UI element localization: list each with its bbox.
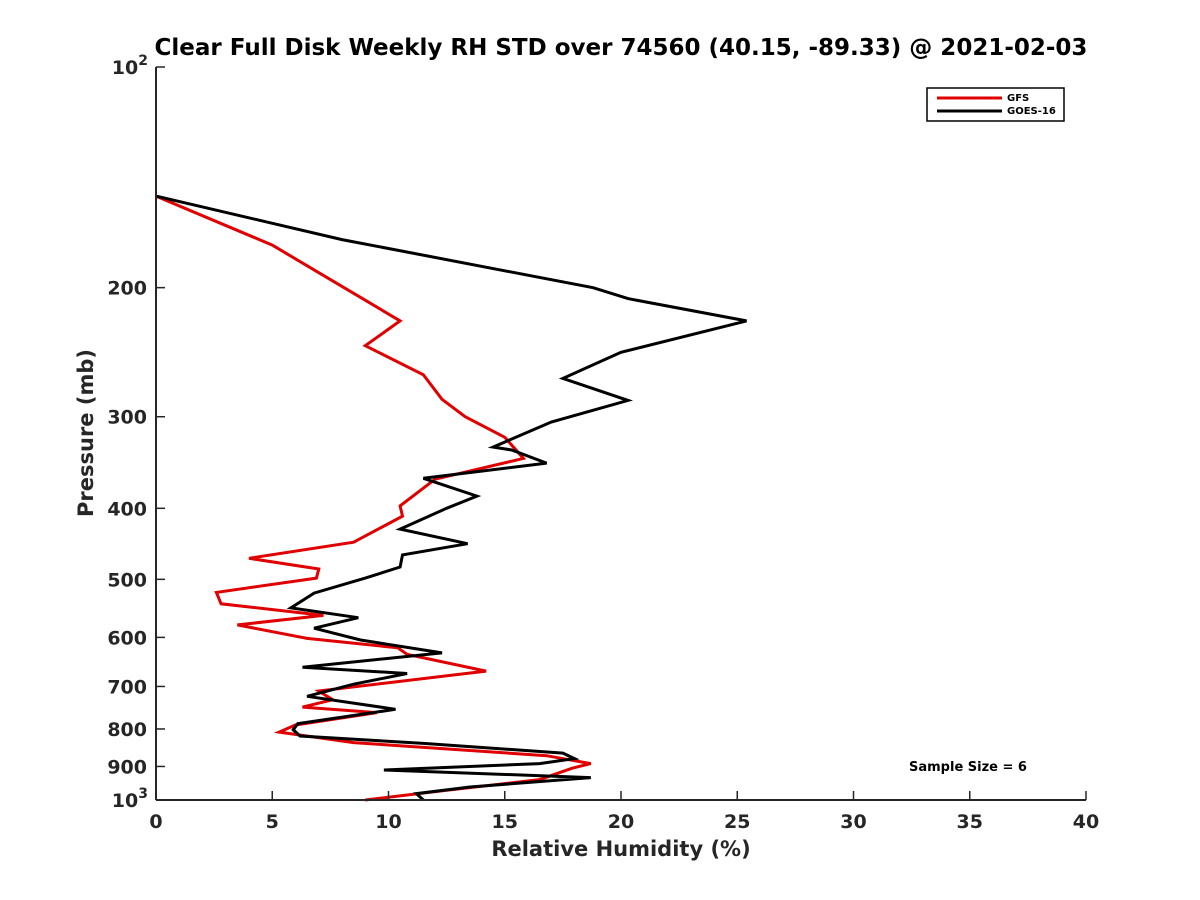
x-tick-label: 20 — [608, 811, 634, 833]
y-tick-label: 200 — [107, 278, 147, 300]
y-tick-label: 500 — [107, 569, 147, 591]
legend-label-gfs: GFS — [1007, 93, 1029, 104]
y-tick-label: 800 — [107, 719, 147, 741]
y-tick-label: 400 — [107, 498, 147, 520]
series-line-goes16 — [155, 194, 747, 802]
y-tick-label: 102 — [112, 53, 148, 79]
y-tick-label: 103 — [112, 786, 148, 812]
x-axis-label: Relative Humidity (%) — [491, 837, 750, 861]
x-tick-label: 30 — [840, 811, 866, 833]
sample-size-annotation: Sample Size = 6 — [909, 760, 1027, 775]
legend-label-goes16: GOES-16 — [1007, 106, 1056, 117]
series-line-gfs — [155, 194, 592, 802]
x-tick-label: 15 — [492, 811, 518, 833]
x-tick-label: 25 — [724, 811, 750, 833]
y-tick-label: 700 — [107, 676, 147, 698]
chart-title: Clear Full Disk Weekly RH STD over 74560… — [155, 35, 1088, 61]
y-tick-label: 300 — [107, 407, 147, 429]
x-tick-label: 35 — [957, 811, 983, 833]
legend-box — [926, 87, 1065, 122]
x-tick-label: 5 — [266, 811, 279, 833]
series-layer — [155, 194, 747, 802]
y-tick-label: 900 — [107, 756, 147, 778]
x-tick-label: 40 — [1073, 811, 1099, 833]
axes-layer: 0 5 10 15 20 25 30 35 40 102 200 300 400 500 600 700 800… — [107, 53, 1099, 833]
x-tick-label: 0 — [149, 811, 162, 833]
y-tick-label: 600 — [107, 627, 147, 649]
y-axis-label: Pressure (mb) — [74, 349, 98, 517]
x-tick-label: 10 — [375, 811, 401, 833]
legend: GFS GOES-16 — [926, 87, 1065, 122]
